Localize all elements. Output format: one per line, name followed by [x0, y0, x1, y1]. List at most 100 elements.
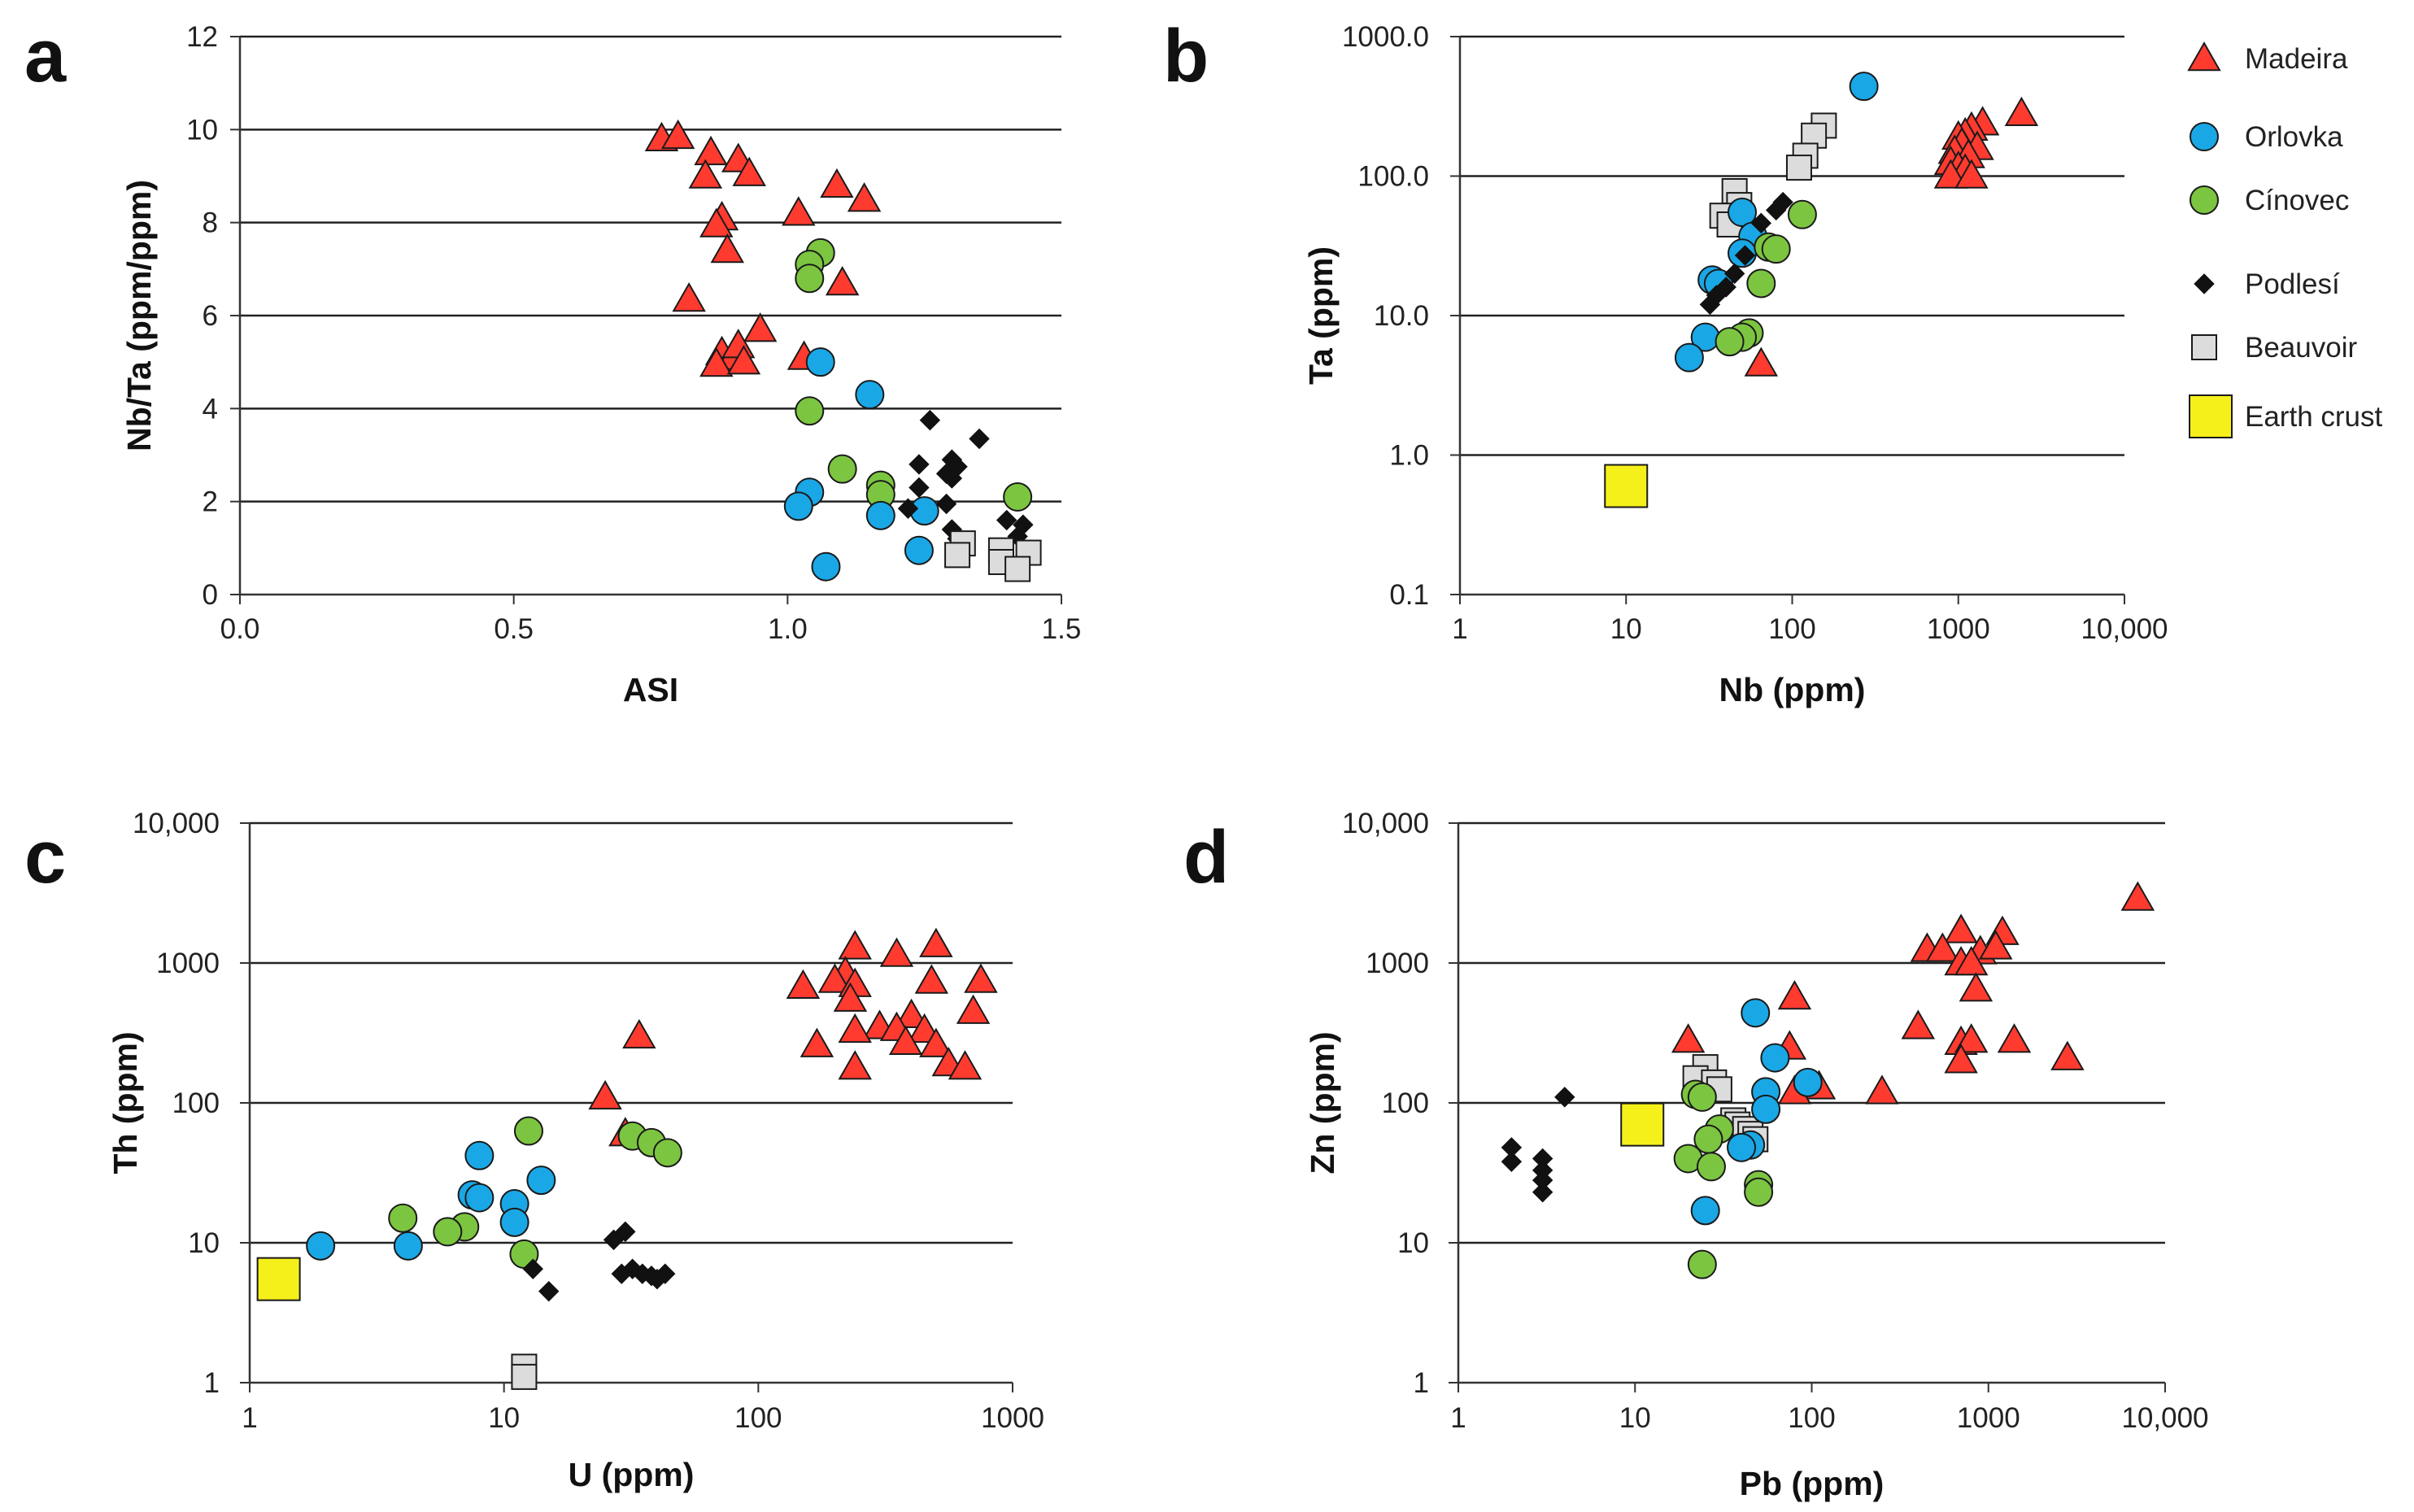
point-orlovka	[464, 1140, 495, 1170]
point-madeira	[2004, 96, 2039, 127]
point-madeira	[1979, 930, 2013, 960]
legend-marker-beauvoir	[2191, 334, 2217, 360]
x-tick-label: 1	[242, 1402, 257, 1434]
point-madeira	[1865, 1074, 1899, 1105]
x-tick-label: 100	[734, 1402, 782, 1434]
y-tick-label: 100.0	[1357, 161, 1429, 193]
point-orlovka	[1849, 72, 1879, 102]
x-tick-label: 1000	[1957, 1402, 2020, 1434]
y-tick-label: 10,000	[133, 808, 220, 839]
point-madeira	[2050, 1040, 2085, 1070]
point-cinovec	[1687, 1082, 1717, 1112]
point-podlesi	[941, 468, 963, 489]
point-earthcrust	[1604, 464, 1649, 508]
point-madeira	[622, 1018, 656, 1049]
x-tick-label: 0.0	[220, 613, 260, 645]
point-orlovka	[393, 1231, 423, 1261]
point-madeira	[919, 927, 953, 957]
x-tick-label: 1.5	[1042, 613, 1082, 645]
point-madeira	[820, 168, 854, 198]
point-podlesi	[538, 1280, 560, 1302]
legend-label-madeira: Madeira	[2245, 43, 2348, 75]
point-cinovec	[795, 396, 825, 426]
panel-letter-b: b	[1163, 15, 1209, 98]
point-madeira	[1944, 913, 1978, 943]
point-podlesi	[1750, 212, 1771, 234]
point-orlovka	[1728, 198, 1758, 228]
legend-marker-podlesi	[2194, 273, 2215, 294]
point-madeira	[838, 1013, 872, 1044]
point-orlovka	[904, 535, 934, 565]
point-podlesi	[611, 1263, 632, 1284]
point-madeira	[847, 182, 882, 212]
point-orlovka	[499, 1207, 529, 1237]
point-cinovec	[1744, 1177, 1774, 1207]
point-madeira	[1959, 972, 1994, 1002]
point-madeira	[1777, 979, 1812, 1010]
point-madeira	[838, 930, 872, 960]
point-podlesi	[1532, 1182, 1553, 1203]
point-madeira	[1944, 1044, 1978, 1074]
legend-label-orlovka: Orlovka	[2245, 121, 2343, 153]
point-podlesi	[522, 1258, 544, 1279]
x-tick-label: 10,000	[2121, 1402, 2208, 1434]
x-axis-label: Pb (ppm)	[1740, 1465, 1885, 1502]
point-podlesi	[996, 509, 1017, 531]
x-tick-label: 1000	[1927, 613, 1990, 645]
x-tick-label: 1000	[981, 1402, 1044, 1434]
panel-a: 0 2 4 6 8 10 12 0.0 0.5 1.0 1.5 ASI Nb/Ta (ppm/ppm)	[120, 21, 1081, 708]
x-tick-label: 100	[1788, 1402, 1835, 1434]
point-orlovka	[464, 1183, 495, 1213]
x-tick-label: 1.0	[768, 613, 808, 645]
point-orlovka	[811, 551, 841, 582]
y-tick-label: 12	[186, 21, 218, 53]
y-tick-label: 1000	[156, 948, 220, 979]
point-madeira	[1997, 1023, 2032, 1053]
y-tick-label: 1.0	[1389, 440, 1429, 472]
y-tick-label: 2	[203, 486, 218, 518]
x-tick-label: 10,000	[2081, 613, 2168, 645]
point-madeira	[1925, 932, 1960, 962]
point-podlesi	[969, 428, 990, 450]
point-madeira	[588, 1079, 622, 1110]
point-madeira	[1954, 945, 1989, 976]
point-madeira	[672, 281, 706, 312]
point-madeira	[726, 345, 761, 375]
point-podlesi	[909, 454, 930, 475]
point-madeira	[688, 159, 723, 189]
point-cinovec	[795, 264, 825, 294]
panel-letter-d: d	[1183, 816, 1229, 899]
point-madeira	[710, 233, 744, 264]
y-tick-label: 0	[203, 579, 218, 611]
point-madeira	[694, 135, 728, 166]
panel-letter-a: a	[24, 15, 67, 98]
point-madeira	[914, 964, 949, 994]
point-orlovka	[805, 347, 835, 377]
point-cinovec	[1761, 234, 1791, 264]
legend-label-earthcrust: Earth crust	[2245, 401, 2382, 433]
point-cinovec	[433, 1217, 463, 1247]
point-madeira	[699, 347, 734, 377]
legend-marker-madeira	[2187, 41, 2221, 72]
y-axis-label: Th (ppm)	[107, 1031, 144, 1174]
point-podlesi	[935, 493, 957, 515]
point-madeira	[838, 1050, 872, 1080]
point-cinovec	[652, 1138, 682, 1168]
point-orlovka	[306, 1231, 336, 1261]
point-madeira	[919, 1027, 953, 1057]
point-beauvoir	[1785, 155, 1812, 181]
point-cinovec	[1787, 199, 1817, 229]
panel-d: 1 10 100 1000 10,000 1 10 100 1000 10,000 Pb (ppm)…	[1304, 808, 2209, 1502]
y-axis-label: Zn (ppm)	[1304, 1031, 1341, 1174]
legend: Madeira Orlovka Cínovec Podlesí Beauvoir Eart…	[2187, 41, 2382, 438]
y-tick-label: 10	[1397, 1227, 1429, 1259]
y-tick-label: 10.0	[1374, 300, 1429, 332]
x-tick-label: 1	[1452, 613, 1467, 645]
y-tick-label: 10	[188, 1227, 220, 1259]
panel-letter-c: c	[24, 816, 66, 899]
y-tick-label: 4	[203, 393, 218, 425]
y-tick-label: 8	[203, 207, 218, 239]
point-madeira	[782, 196, 816, 226]
y-axis-label: Ta (ppm)	[1302, 246, 1340, 385]
y-tick-label: 1	[204, 1367, 220, 1399]
